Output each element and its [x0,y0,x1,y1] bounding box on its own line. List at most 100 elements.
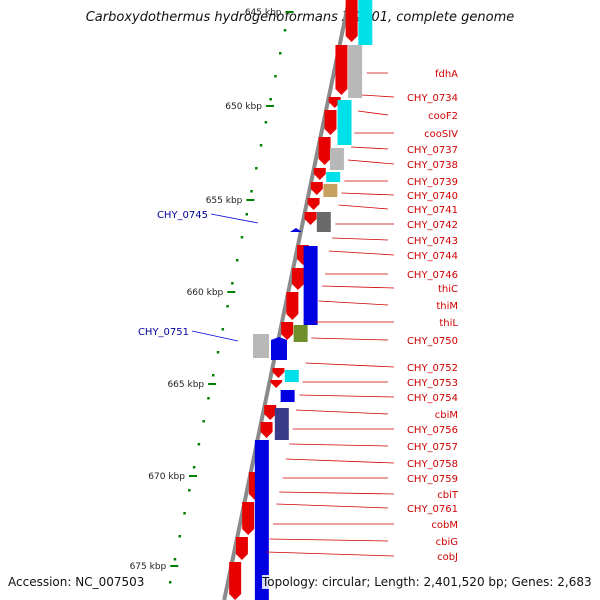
gene-label: CHY_0758 [407,459,458,470]
scale-dot [202,420,205,423]
accession-text: Accession: NC_007503 [8,575,145,589]
scale-dot [245,213,248,216]
scale-dot [255,167,258,170]
gene-arrow [304,212,317,225]
gene-block [303,246,318,325]
scale-tick-label: 660 kbp [187,288,224,298]
scale-dot [231,282,234,285]
scale-dot [269,98,272,101]
gene-label: cbiG [436,537,458,548]
gene-label: thiM [436,301,458,312]
scale-dot [235,259,239,262]
label-leader-line [305,362,395,368]
label-leader-line [266,551,395,557]
gene-arrow [286,292,299,320]
scale-dot [188,489,191,492]
gene-label: CHY_0759 [407,474,458,485]
gene-label: CHY_0734 [407,93,458,104]
scale-dot [183,512,186,515]
topology-text: Topology: circular; Length: 2,401,520 bp… [262,575,592,589]
gene-block [348,45,363,98]
scale-tick-label: 670 kbp [148,472,185,482]
scale-dot [264,121,268,124]
gene-label: CHY_0761 [407,504,458,515]
gene-block [326,172,341,182]
gene-label: thiC [438,284,458,295]
gene-labels: fdhA CHY_0734 cooF2 cooSIV CHY_0737 CHY_0738 C… [138,69,459,563]
gene-label: CHY_0742 [407,220,458,231]
gene-arrow-left [271,337,287,360]
label-leader-line [328,250,395,256]
label-leader-line [361,94,395,98]
gene-label: cooSIV [424,129,458,140]
scale-tick-label: 655 kbp [206,196,243,206]
label-leader-line-left [210,213,259,224]
scale-dot [259,144,263,147]
gene-label: CHY_0756 [407,425,458,436]
scale-dot [192,466,196,469]
scale-dot [250,190,253,193]
gene-block [293,325,308,342]
gene-label: CHY_0750 [407,336,458,347]
scale-dots [168,29,287,584]
gene-arrow [242,502,255,535]
label-leaders [191,72,395,557]
gene-arrow [324,110,337,135]
label-leader-line [318,300,389,306]
gene-label: thiL [439,318,458,329]
gene-block [323,184,338,197]
label-leader-line [322,285,395,289]
label-leader-line [341,192,395,196]
scale-tick-label: 675 kbp [130,562,167,572]
scale-dot [216,351,220,354]
gene-arrow [307,198,320,210]
gene-label: cobJ [437,552,458,563]
gene-label: CHY_0744 [407,251,458,262]
gene-label: cbiT [437,490,459,501]
gene-label: CHY_0753 [407,378,458,389]
label-leader-line [289,443,389,447]
scale-dot [278,52,282,55]
gene-label: CHY_0739 [407,177,458,188]
label-leader-line [285,458,395,464]
scale-dot [207,397,210,400]
label-leader-line-left [191,330,239,342]
gene-arrow [291,268,304,290]
gene-label-left: CHY_0751 [138,327,189,338]
scale-dot [178,535,182,538]
scale-dot [221,328,225,331]
gene-arrow-left [290,228,302,232]
gene-arrow [281,322,294,340]
gene-label: cooF2 [428,111,458,122]
gene-arrow [272,368,285,378]
gene-block [316,212,331,232]
gene-arrow [318,137,331,165]
label-leader-line [276,503,389,509]
gene-block [274,408,289,440]
gene-block [254,440,269,600]
gene-label-left: CHY_0745 [157,210,208,221]
label-leader-line [299,394,395,398]
gene-block [329,148,344,170]
scale-tick-label: 650 kbp [225,102,262,112]
scale-ticks: 645 kbp 650 kbp 655 kbp 660 kbp 665 kbp 670 k… [130,8,294,572]
gene-label: CHY_0743 [407,236,458,247]
gene-label: CHY_0737 [407,145,458,156]
label-leader-line [338,204,389,210]
gene-arrow [264,405,277,420]
gene-arrow [310,182,323,195]
gene-arrow [270,380,283,388]
gene-block [358,0,373,45]
scale-dot [240,236,244,239]
gene-arrow [313,168,326,180]
gene-label: CHY_0740 [407,191,458,202]
gene-label: CHY_0757 [407,442,458,453]
map-title: Carboxydothermus hydrogenoformans Z-2901… [85,10,515,25]
scale-dot [274,75,277,78]
gene-arrow [235,537,248,560]
gene-label: CHY_0741 [407,205,458,216]
gene-label: cobM [431,520,458,531]
gene-arrow [328,97,341,108]
scale-dot [168,581,172,584]
